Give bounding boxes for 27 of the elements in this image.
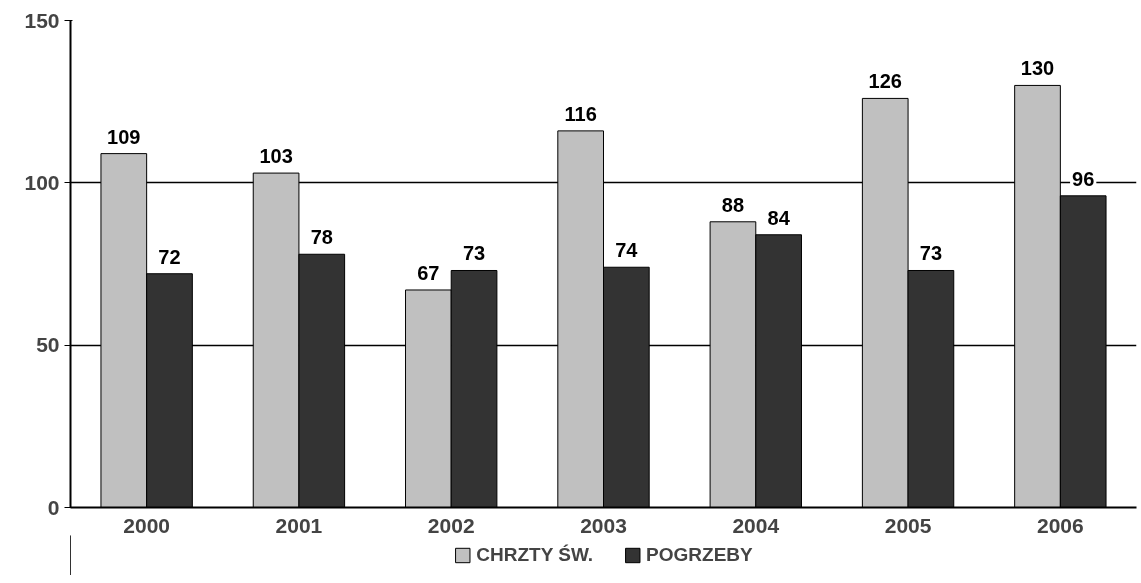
data-label: 116 — [564, 102, 597, 125]
data-label: 126 — [868, 70, 902, 93]
data-label: 130 — [1020, 57, 1055, 80]
data-label: 103 — [259, 145, 293, 168]
data-label: 88 — [721, 193, 745, 216]
y-tick-label: 50 — [36, 333, 60, 357]
x-tick-label: 2005 — [884, 513, 932, 537]
data-label: 73 — [462, 242, 486, 265]
x-tick-label: 2004 — [732, 513, 780, 537]
data-label: 72 — [158, 245, 181, 268]
y-tick-label: 150 — [24, 8, 60, 32]
data-label: 73 — [919, 242, 943, 265]
x-tick-label: 2002 — [427, 513, 475, 537]
data-label: 109 — [107, 125, 141, 148]
data-label: 84 — [767, 206, 791, 229]
data-label: 96 — [1072, 167, 1095, 190]
legend-label: CHRZTY ŚW. — [476, 544, 594, 566]
data-label: 74 — [615, 239, 639, 262]
x-tick-label: 2003 — [580, 513, 627, 537]
x-tick-label: 2001 — [275, 513, 323, 537]
data-label: 67 — [417, 261, 440, 284]
x-tick-label: 2000 — [123, 513, 170, 537]
legend-label: POGRZEBY — [646, 544, 753, 566]
data-label: 78 — [310, 226, 333, 249]
x-tick-label: 2006 — [1037, 513, 1084, 537]
y-tick-label: 100 — [24, 170, 60, 194]
y-tick-label: 0 — [47, 495, 60, 519]
